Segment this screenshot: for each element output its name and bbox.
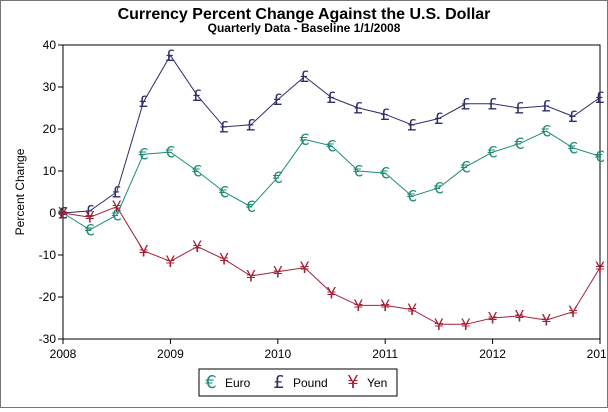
data-point-pound: £ [138,92,148,111]
data-point-yen: ¥ [568,302,578,321]
data-point-euro: € [192,162,202,181]
data-point-yen: ¥ [595,258,605,277]
data-point-euro: € [165,143,175,162]
legend-symbol-euro: € [205,372,216,393]
x-tick-label: 2011 [372,347,398,361]
y-tick-label: -10 [39,248,57,262]
series-pound: £ ££££££ £££££ ££ ££ £ £ £££ [58,46,605,223]
chart-subtitle: Quarterly Data - Baseline 1/1/2008 [208,21,401,35]
data-point-euro: € [353,162,363,181]
y-axis-label: Percent Change [13,148,27,235]
data-point-pound: £ [514,99,524,118]
x-tick-label: 2009 [157,347,184,361]
data-point-euro: € [138,145,148,164]
data-point-euro: € [273,168,283,187]
data-point-yen: ¥ [219,250,229,269]
data-point-euro: € [246,197,256,216]
y-tick-label: -20 [39,290,57,304]
data-point-pound: £ [165,46,175,65]
data-point-pound: £ [300,67,310,86]
data-point-euro: € [300,130,310,149]
series-line-yen [62,206,601,325]
data-point-euro: € [85,220,95,239]
y-tick-label: 0 [49,206,56,220]
plot-frame [62,44,601,340]
legend-label-pound: Pound [293,376,328,390]
data-point-yen: ¥ [326,283,336,302]
data-point-pound: £ [595,88,605,107]
data-point-euro: € [112,206,122,225]
data-point-yen: ¥ [85,208,95,227]
series-line-euro [62,130,601,231]
data-point-euro: € [461,157,471,176]
data-point-yen: ¥ [165,252,175,271]
data-point-euro: € [434,178,444,197]
x-axis: 2008 2009 2010 2011 2012 2013 [50,339,608,361]
data-point-euro: € [219,183,229,202]
data-point-yen: ¥ [300,258,310,277]
data-point-yen: ¥ [112,197,122,216]
data-point-pound: £ [246,115,256,134]
data-point-euro: € [326,136,336,155]
data-point-pound: £ [326,88,336,107]
data-point-pound: £ [461,94,471,113]
data-point-euro: € [514,134,524,153]
data-point-yen: ¥ [192,237,202,256]
chart-title: Currency Percent Change Against the U.S.… [118,6,491,23]
data-point-euro: € [488,143,498,162]
legend: € Euro £ Pound ¥ Yen [198,368,398,397]
y-tick-label: 30 [43,80,57,94]
legend-label-euro: Euro [225,376,251,390]
data-point-euro: € [380,164,390,183]
data-point-yen: ¥ [58,204,68,223]
data-point-yen: ¥ [246,267,256,286]
data-point-yen: ¥ [461,315,471,334]
data-point-yen: ¥ [353,296,363,315]
data-point-euro: € [595,147,605,166]
x-tick-label: 2010 [264,347,291,361]
y-tick-label: 10 [43,164,57,178]
y-tick-label: -30 [39,332,57,346]
y-tick-label: 20 [43,122,57,136]
data-point-pound: £ [353,99,363,118]
data-point-euro: € [541,122,551,141]
data-point-pound: £ [112,183,122,202]
data-point-pound: £ [192,86,202,105]
legend-symbol-pound: £ [273,372,284,393]
data-point-pound: £ [380,105,390,124]
data-point-pound: £ [568,107,578,126]
x-tick-label: 2012 [479,347,506,361]
x-tick-label: 2013 [587,347,607,361]
y-axis: 40 30 20 10 0 -10 -20 -30 [39,38,63,346]
data-point-euro: € [407,187,417,206]
data-point-euro: € [568,138,578,157]
data-point-pound: £ [541,96,551,115]
series-euro: €€€€ €€€€€€ €€ €€ €€€ €€€ € [58,122,605,240]
data-point-pound: £ [434,109,444,128]
data-point-yen: ¥ [541,311,551,330]
data-point-yen: ¥ [434,315,444,334]
series-layer: €€€€ €€€€€€ €€ €€ €€€ €€€ €£ ££££££ £££££ ££ ££ £ £ £… [58,46,605,334]
data-point-pound: £ [488,94,498,113]
legend-symbol-yen: ¥ [347,372,358,393]
data-point-pound: £ [219,117,229,136]
data-point-pound: £ [273,90,283,109]
y-tick-label: 40 [43,38,57,52]
legend-box [198,368,398,397]
data-point-yen: ¥ [138,241,148,260]
data-point-yen: ¥ [488,309,498,328]
x-tick-label: 2008 [50,347,77,361]
data-point-yen: ¥ [273,262,283,281]
data-point-pound: £ [85,201,95,220]
series-yen: ¥ ¥ ¥ ¥ ¥ ¥ ¥ ¥ ¥ ¥ ¥ ¥ ¥ ¥ ¥ ¥ ¥ ¥ ¥ ¥ ¥ [58,197,605,334]
data-point-yen: ¥ [407,300,417,319]
data-point-pound: £ [407,115,417,134]
data-point-yen: ¥ [380,296,390,315]
data-point-yen: ¥ [514,306,524,325]
series-line-pound [62,54,601,214]
legend-label-yen: Yen [367,376,387,390]
